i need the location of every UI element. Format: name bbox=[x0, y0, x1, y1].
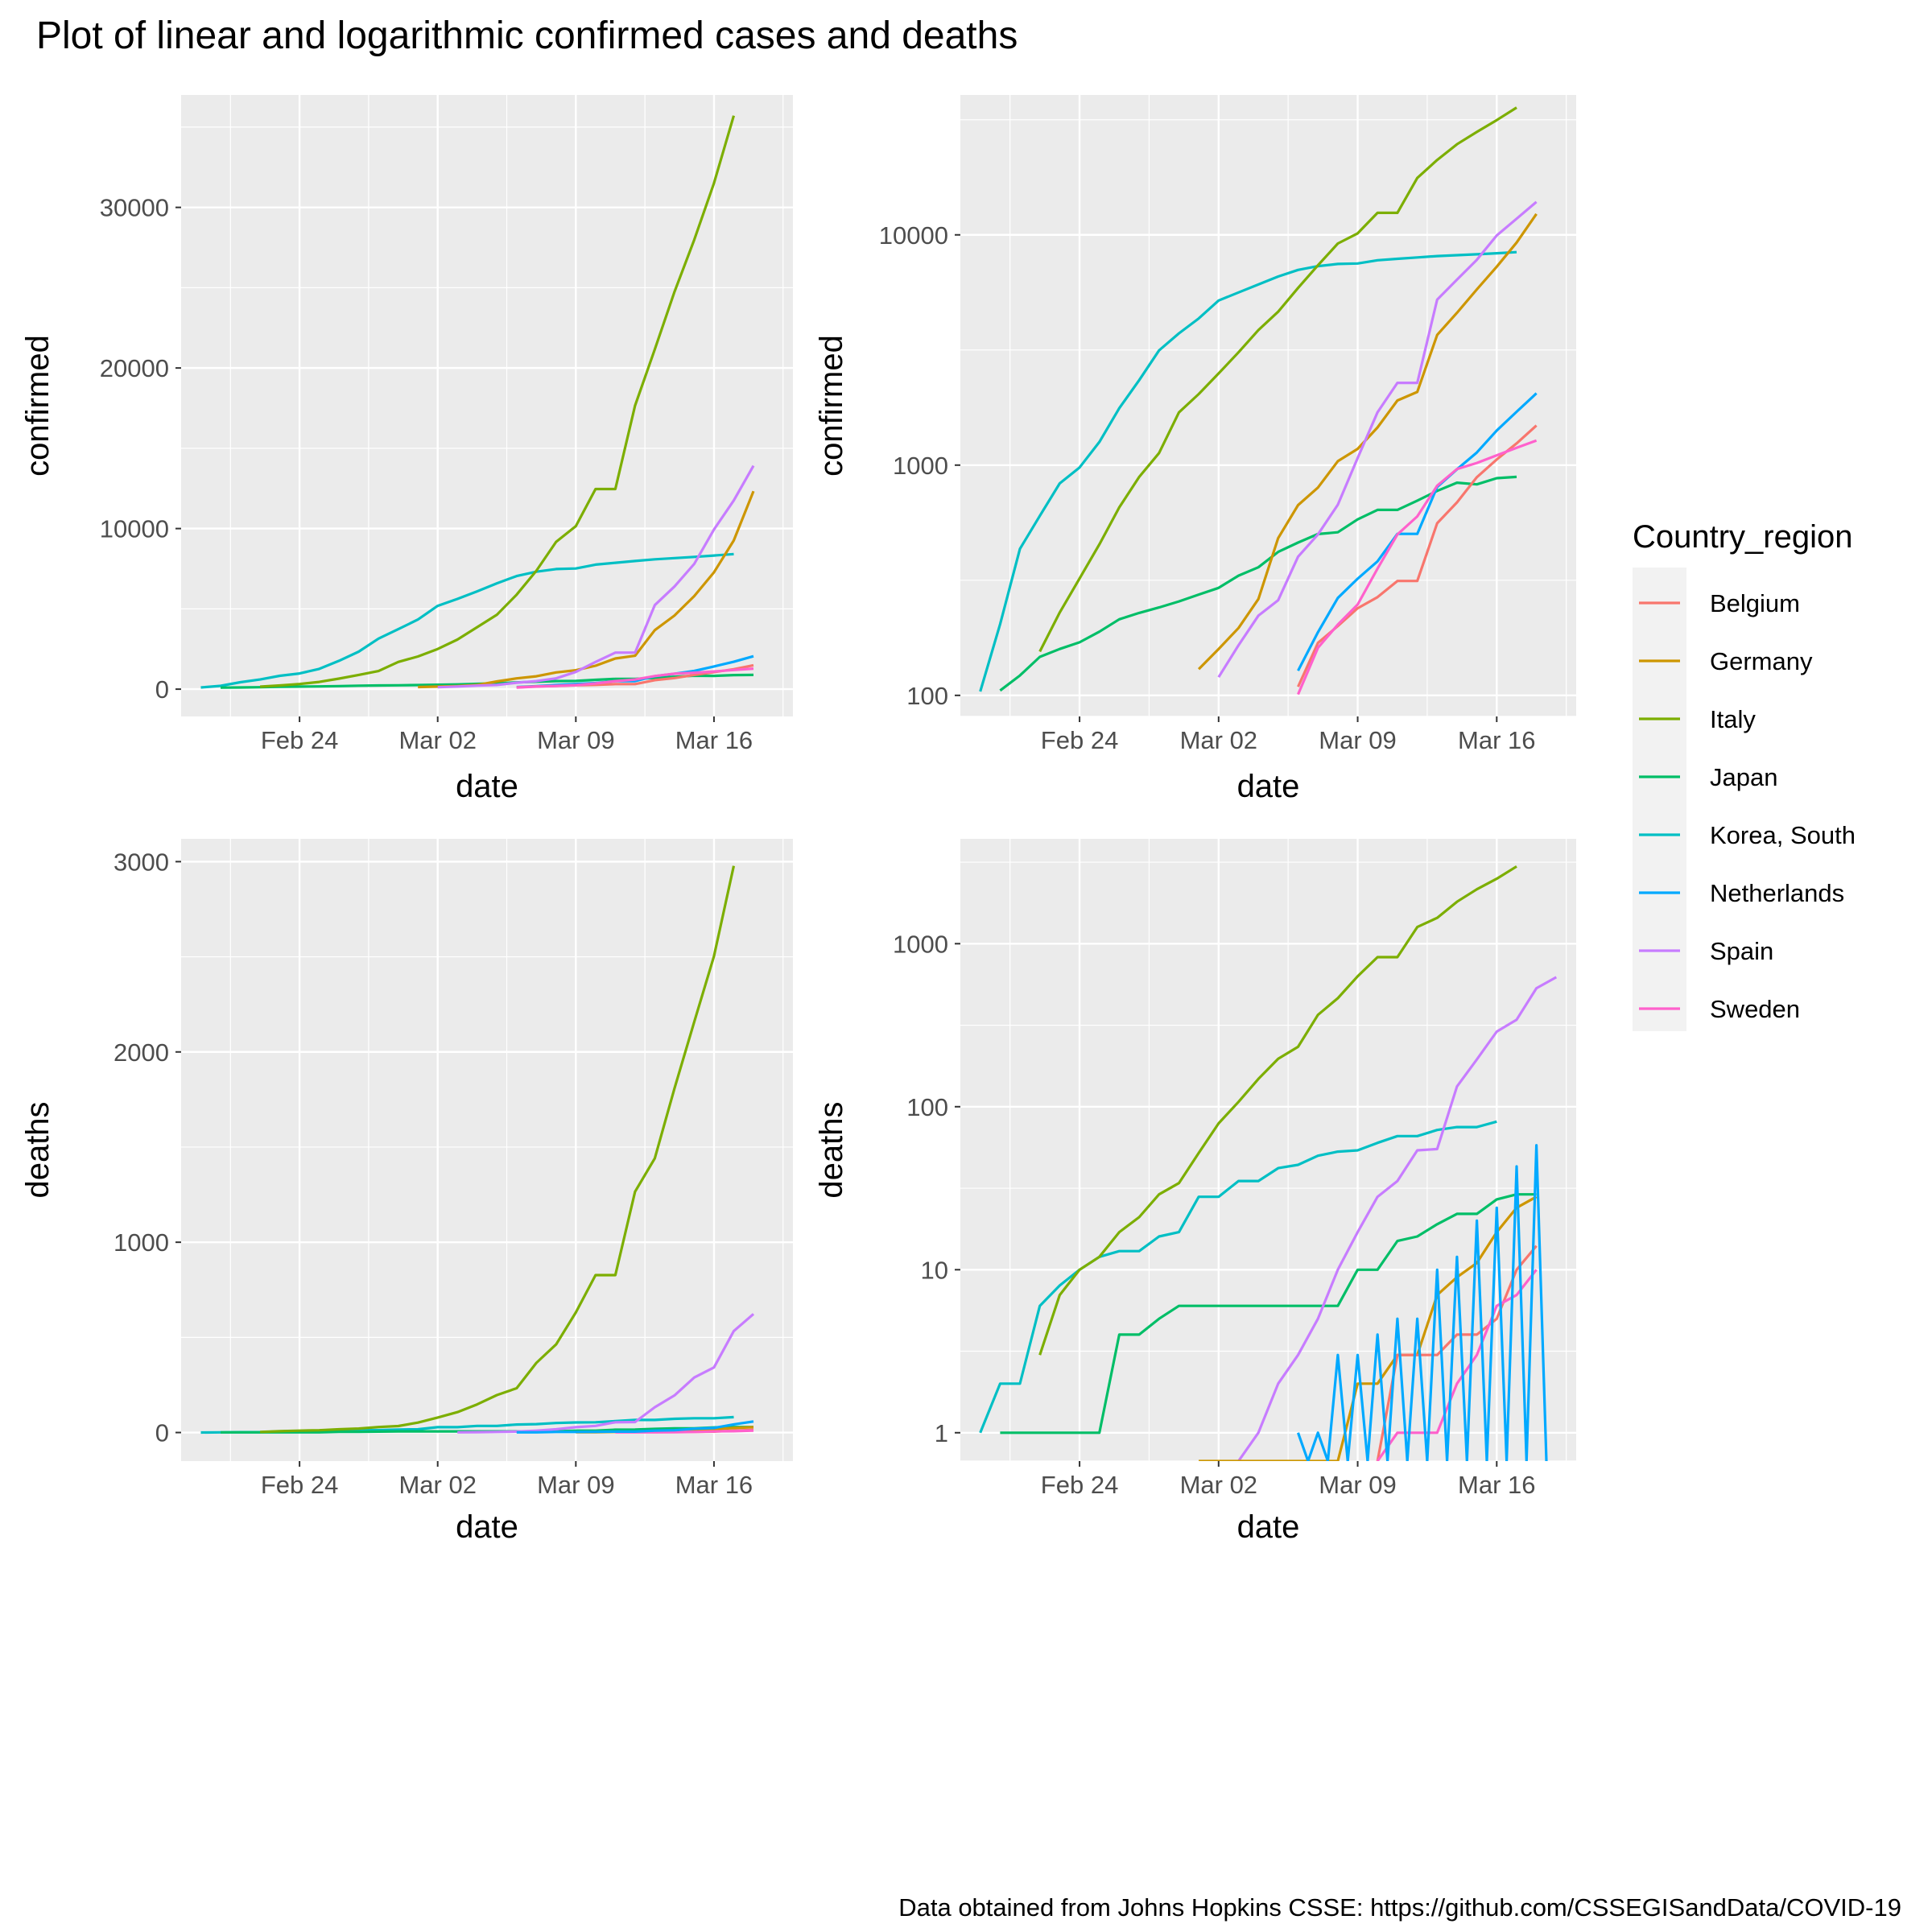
y-tick-label: 10 bbox=[921, 1256, 948, 1284]
legend-label: Belgium bbox=[1710, 589, 1800, 617]
series-line-spain bbox=[437, 464, 755, 689]
x-tick-label: Feb 24 bbox=[261, 726, 339, 754]
y-tick-label: 1000 bbox=[893, 930, 948, 958]
series-group bbox=[979, 106, 1538, 696]
x-tick-label: Mar 16 bbox=[1458, 726, 1535, 754]
x-axis-title: date bbox=[1237, 1509, 1300, 1545]
y-tick-label: 0 bbox=[155, 1419, 169, 1447]
plot-background bbox=[181, 95, 793, 716]
x-tick-label: Mar 02 bbox=[1180, 1471, 1257, 1499]
series-group bbox=[200, 865, 755, 1435]
series-line-spain bbox=[1237, 976, 1558, 1461]
plot-background bbox=[181, 839, 793, 1461]
x-tick-label: Mar 09 bbox=[537, 726, 614, 754]
series-line-sweden bbox=[516, 667, 754, 689]
legend-item: Italy bbox=[1639, 705, 1756, 733]
legend-label: Spain bbox=[1710, 937, 1773, 965]
legend-item: Sweden bbox=[1639, 995, 1800, 1023]
series-line-italy bbox=[260, 865, 736, 1434]
x-axis-title: date bbox=[456, 769, 518, 804]
y-tick-label: 100 bbox=[906, 1093, 948, 1121]
y-tick-label: 30000 bbox=[100, 194, 169, 222]
legend-label: Korea, South bbox=[1710, 821, 1856, 849]
y-axis-title: confirmed bbox=[20, 335, 56, 477]
series-line-japan bbox=[1000, 1193, 1537, 1435]
panel-confirmed-log: Feb 24 Mar 02 Mar 09 Mar 16 100 1000 10000 date… bbox=[814, 95, 1576, 804]
y-tick-label: 20000 bbox=[100, 354, 169, 382]
x-tick-label: Feb 24 bbox=[1041, 726, 1119, 754]
legend-item: Netherlands bbox=[1639, 879, 1844, 907]
x-tick-label: Mar 02 bbox=[398, 1471, 476, 1499]
legend-title: Country_region bbox=[1633, 519, 1853, 555]
x-axis-title: date bbox=[456, 1509, 518, 1545]
series-line-netherlands bbox=[1297, 392, 1538, 671]
x-tick-label: Mar 09 bbox=[1319, 1471, 1396, 1499]
legend-label: Japan bbox=[1710, 763, 1777, 791]
series-line-netherlands bbox=[1296, 1144, 1548, 1461]
series-line-belgium bbox=[1376, 1245, 1538, 1461]
y-tick-label: 1000 bbox=[114, 1228, 169, 1257]
series-line-spain bbox=[1217, 200, 1538, 679]
panel-deaths-log: Feb 24 Mar 02 Mar 09 Mar 16 1 10 100 1000 date de… bbox=[814, 839, 1576, 1545]
legend: Country_region Belgium Germany Italy Japan K… bbox=[1633, 519, 1856, 1031]
x-tick-label: Mar 09 bbox=[537, 1471, 614, 1499]
y-tick-label: 2000 bbox=[114, 1038, 169, 1067]
legend-label: Sweden bbox=[1710, 995, 1800, 1023]
x-tick-label: Mar 02 bbox=[398, 726, 476, 754]
plot-background bbox=[960, 95, 1576, 716]
y-tick-label: 10000 bbox=[100, 515, 169, 543]
legend-key-background bbox=[1633, 568, 1686, 1031]
series-line-sweden bbox=[1297, 439, 1538, 696]
legend-label: Netherlands bbox=[1710, 879, 1844, 907]
y-axis-title: deaths bbox=[814, 1101, 849, 1198]
legend-item: Belgium bbox=[1639, 589, 1800, 617]
series-line-korea-south bbox=[979, 1120, 1497, 1434]
y-axis-title: confirmed bbox=[814, 335, 849, 477]
legend-item: Korea, South bbox=[1639, 821, 1856, 849]
x-axis-title: date bbox=[1237, 769, 1300, 804]
y-axis-title: deaths bbox=[20, 1101, 56, 1198]
y-tick-label: 3000 bbox=[114, 848, 169, 876]
series-line-netherlands bbox=[516, 1420, 754, 1434]
legend-item: Japan bbox=[1639, 763, 1777, 791]
series-line-italy bbox=[1038, 106, 1517, 653]
series-line-korea-south bbox=[200, 552, 734, 689]
series-line-germany bbox=[1199, 1195, 1538, 1461]
y-tick-label: 100 bbox=[906, 682, 948, 710]
series-line-italy bbox=[260, 115, 736, 688]
x-tick-label: Mar 09 bbox=[1319, 726, 1396, 754]
y-tick-label: 10000 bbox=[879, 221, 948, 250]
x-tick-label: Mar 02 bbox=[1180, 726, 1257, 754]
y-tick-label: 1 bbox=[935, 1419, 948, 1447]
legend-label: Germany bbox=[1710, 647, 1813, 675]
x-tick-label: Mar 16 bbox=[1458, 1471, 1535, 1499]
x-tick-label: Feb 24 bbox=[1041, 1471, 1119, 1499]
series-line-spain bbox=[457, 1313, 755, 1434]
series-line-italy bbox=[1038, 865, 1517, 1356]
caption: Data obtained from Johns Hopkins CSSE: h… bbox=[898, 1893, 1901, 1922]
figure-title: Plot of linear and logarithmic confirmed… bbox=[36, 14, 1018, 57]
plot-background bbox=[960, 839, 1576, 1461]
series-line-korea-south bbox=[979, 250, 1517, 692]
y-tick-label: 1000 bbox=[893, 452, 948, 480]
series-group bbox=[200, 115, 755, 689]
legend-items: Belgium Germany Italy Japan Korea, South Neth… bbox=[1639, 589, 1856, 1023]
panel-deaths-linear: Feb 24 Mar 02 Mar 09 Mar 16 0 1000 2000 3000 dat… bbox=[20, 839, 793, 1545]
legend-item: Germany bbox=[1639, 647, 1813, 675]
legend-item: Spain bbox=[1639, 937, 1773, 965]
series-group bbox=[979, 865, 1558, 1461]
legend-label: Italy bbox=[1710, 705, 1756, 733]
series-line-sweden bbox=[1376, 1269, 1538, 1461]
x-tick-label: Mar 16 bbox=[675, 1471, 753, 1499]
panel-confirmed-linear: Feb 24 Mar 02 Mar 09 Mar 16 0 10000 20000 30000… bbox=[20, 95, 793, 804]
x-tick-label: Feb 24 bbox=[261, 1471, 339, 1499]
x-tick-label: Mar 16 bbox=[675, 726, 753, 754]
y-tick-label: 0 bbox=[155, 675, 169, 704]
